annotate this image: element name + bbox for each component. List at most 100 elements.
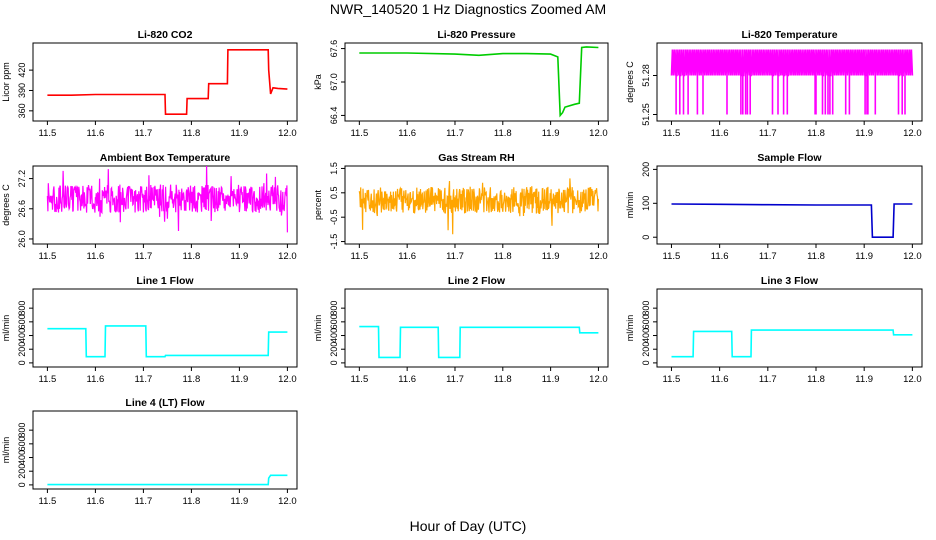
x-tick-label: 11.7 bbox=[446, 374, 464, 385]
y-tick-label: 200 bbox=[641, 342, 651, 357]
x-tick-label: 11.5 bbox=[39, 251, 57, 262]
x-tick-label: 11.7 bbox=[135, 251, 153, 262]
x-tick-label: 11.7 bbox=[759, 374, 777, 385]
x-tick-label: 12.0 bbox=[589, 251, 608, 262]
series-line bbox=[671, 329, 913, 358]
x-tick-label: 11.9 bbox=[231, 251, 249, 262]
plot-frame bbox=[656, 42, 923, 122]
panel-title: Li-820 Temperature bbox=[741, 29, 837, 41]
y-tick-label: 0 bbox=[641, 360, 651, 365]
plot-frame bbox=[344, 288, 609, 368]
series-line bbox=[47, 49, 288, 115]
x-tick-label: 11.9 bbox=[542, 374, 560, 385]
panel-sample-flow: Sample Flow ml/min 11.5 11.6 11.7 11.8 11.9 12.… bbox=[625, 152, 923, 262]
x-tick-label: 11.8 bbox=[807, 128, 825, 139]
x-tick-label: 11.7 bbox=[135, 374, 153, 385]
y-tick-label: 0 bbox=[329, 360, 339, 365]
y-tick-label: 400 bbox=[17, 328, 27, 343]
series-line bbox=[670, 49, 914, 115]
y-tick-label: 1.5 bbox=[329, 162, 339, 175]
x-tick-label: 11.6 bbox=[711, 374, 729, 385]
panel-ambient-temp: Ambient Box Temperature degrees C 11.5 11.6… bbox=[1, 152, 298, 262]
panel-licor-temp: Li-820 Temperature degrees C 11.5 11.6 11.7 1… bbox=[625, 29, 923, 139]
panel-line4: Line 4 (LT) Flow ml/min 11.5 11.6 11.7 11.8 11… bbox=[1, 397, 298, 507]
y-tick-label: 800 bbox=[17, 423, 27, 438]
x-tick-label: 11.7 bbox=[135, 496, 153, 507]
x-tick-label: 11.6 bbox=[398, 374, 416, 385]
x-tick-label: 11.6 bbox=[398, 251, 416, 262]
x-tick-label: 11.5 bbox=[39, 496, 57, 507]
x-tick-label: 12.0 bbox=[278, 128, 297, 139]
x-tick-label: 11.6 bbox=[398, 128, 416, 139]
x-tick-label: 11.9 bbox=[231, 496, 249, 507]
x-tick-label: 11.5 bbox=[663, 374, 681, 385]
y-tick-label: 100 bbox=[641, 196, 651, 211]
y-axis-label: ml/min bbox=[313, 315, 323, 342]
y-tick-label: 200 bbox=[17, 464, 27, 479]
x-tick-label: 11.7 bbox=[759, 251, 777, 262]
x-tick-label: 11.6 bbox=[87, 374, 105, 385]
x-tick-label: 11.7 bbox=[135, 128, 153, 139]
x-tick-label: 11.5 bbox=[39, 128, 57, 139]
x-tick-label: 11.9 bbox=[231, 374, 249, 385]
y-tick-label: 420 bbox=[17, 63, 27, 78]
panel-title: Sample Flow bbox=[757, 152, 822, 164]
x-tick-label: 11.8 bbox=[807, 251, 825, 262]
y-tick-label: 400 bbox=[17, 450, 27, 465]
y-tick-label: 0 bbox=[17, 482, 27, 487]
panel-line3: Line 3 Flow ml/min 11.5 11.6 11.7 11.8 11.9 12.… bbox=[625, 275, 923, 385]
y-tick-label: 800 bbox=[641, 301, 651, 316]
y-tick-label: 67.6 bbox=[329, 40, 339, 58]
series-line bbox=[46, 166, 288, 233]
x-tick-label: 12.0 bbox=[589, 128, 608, 139]
y-axis-label: ml/min bbox=[625, 192, 635, 219]
x-tick-label: 11.5 bbox=[663, 128, 681, 139]
x-tick-label: 11.9 bbox=[542, 128, 560, 139]
x-tick-label: 11.8 bbox=[183, 374, 201, 385]
x-tick-label: 11.8 bbox=[494, 251, 512, 262]
x-tick-label: 11.8 bbox=[183, 496, 201, 507]
y-axis-label: percent bbox=[313, 189, 323, 220]
y-tick-label: 800 bbox=[329, 301, 339, 316]
panel-title: Li-820 Pressure bbox=[437, 29, 515, 41]
plot-frame bbox=[656, 288, 923, 368]
x-tick-label: 12.0 bbox=[589, 374, 608, 385]
x-tick-label: 12.0 bbox=[278, 251, 297, 262]
y-tick-label: 0.5 bbox=[329, 187, 339, 200]
panel-title: Ambient Box Temperature bbox=[100, 152, 231, 164]
x-tick-label: 11.6 bbox=[711, 251, 729, 262]
x-tick-label: 11.5 bbox=[663, 251, 681, 262]
series-line bbox=[47, 474, 288, 486]
x-tick-label: 11.9 bbox=[231, 128, 249, 139]
x-tick-label: 12.0 bbox=[903, 251, 922, 262]
y-tick-label: 200 bbox=[329, 342, 339, 357]
y-tick-label: 51.25 bbox=[641, 103, 651, 126]
x-tick-label: 11.5 bbox=[350, 251, 368, 262]
y-axis-label: degrees C bbox=[625, 61, 635, 103]
x-tick-label: 11.8 bbox=[183, 251, 201, 262]
series-line bbox=[671, 203, 913, 238]
series-line bbox=[359, 46, 599, 118]
panel-title: Line 3 Flow bbox=[761, 275, 819, 287]
y-tick-label: 51.28 bbox=[641, 64, 651, 87]
y-axis-label: ml/min bbox=[1, 437, 11, 464]
x-tick-label: 11.7 bbox=[759, 128, 777, 139]
x-tick-label: 11.9 bbox=[855, 128, 873, 139]
x-tick-label: 11.8 bbox=[183, 128, 201, 139]
y-tick-label: 400 bbox=[641, 328, 651, 343]
panel-title: Gas Stream RH bbox=[438, 152, 514, 164]
x-tick-label: 11.8 bbox=[494, 128, 512, 139]
y-axis-label: ml/min bbox=[625, 315, 635, 342]
series-line bbox=[359, 325, 599, 359]
x-tick-label: 11.5 bbox=[39, 374, 57, 385]
series-line bbox=[358, 178, 599, 235]
panel-line1: Line 1 Flow ml/min 11.5 11.6 11.7 11.8 11.9 12.… bbox=[1, 275, 298, 385]
x-tick-label: 11.8 bbox=[807, 374, 825, 385]
y-tick-label: 600 bbox=[329, 314, 339, 329]
y-axis-label: degrees C bbox=[1, 184, 11, 226]
panel-co2: Li-820 CO2 Licor ppm 11.5 11.6 11.7 11.8 11.9 1… bbox=[1, 29, 298, 139]
figure-title: NWR_140520 1 Hz Diagnostics Zoomed AM bbox=[329, 1, 607, 17]
y-tick-label: 360 bbox=[17, 103, 27, 118]
